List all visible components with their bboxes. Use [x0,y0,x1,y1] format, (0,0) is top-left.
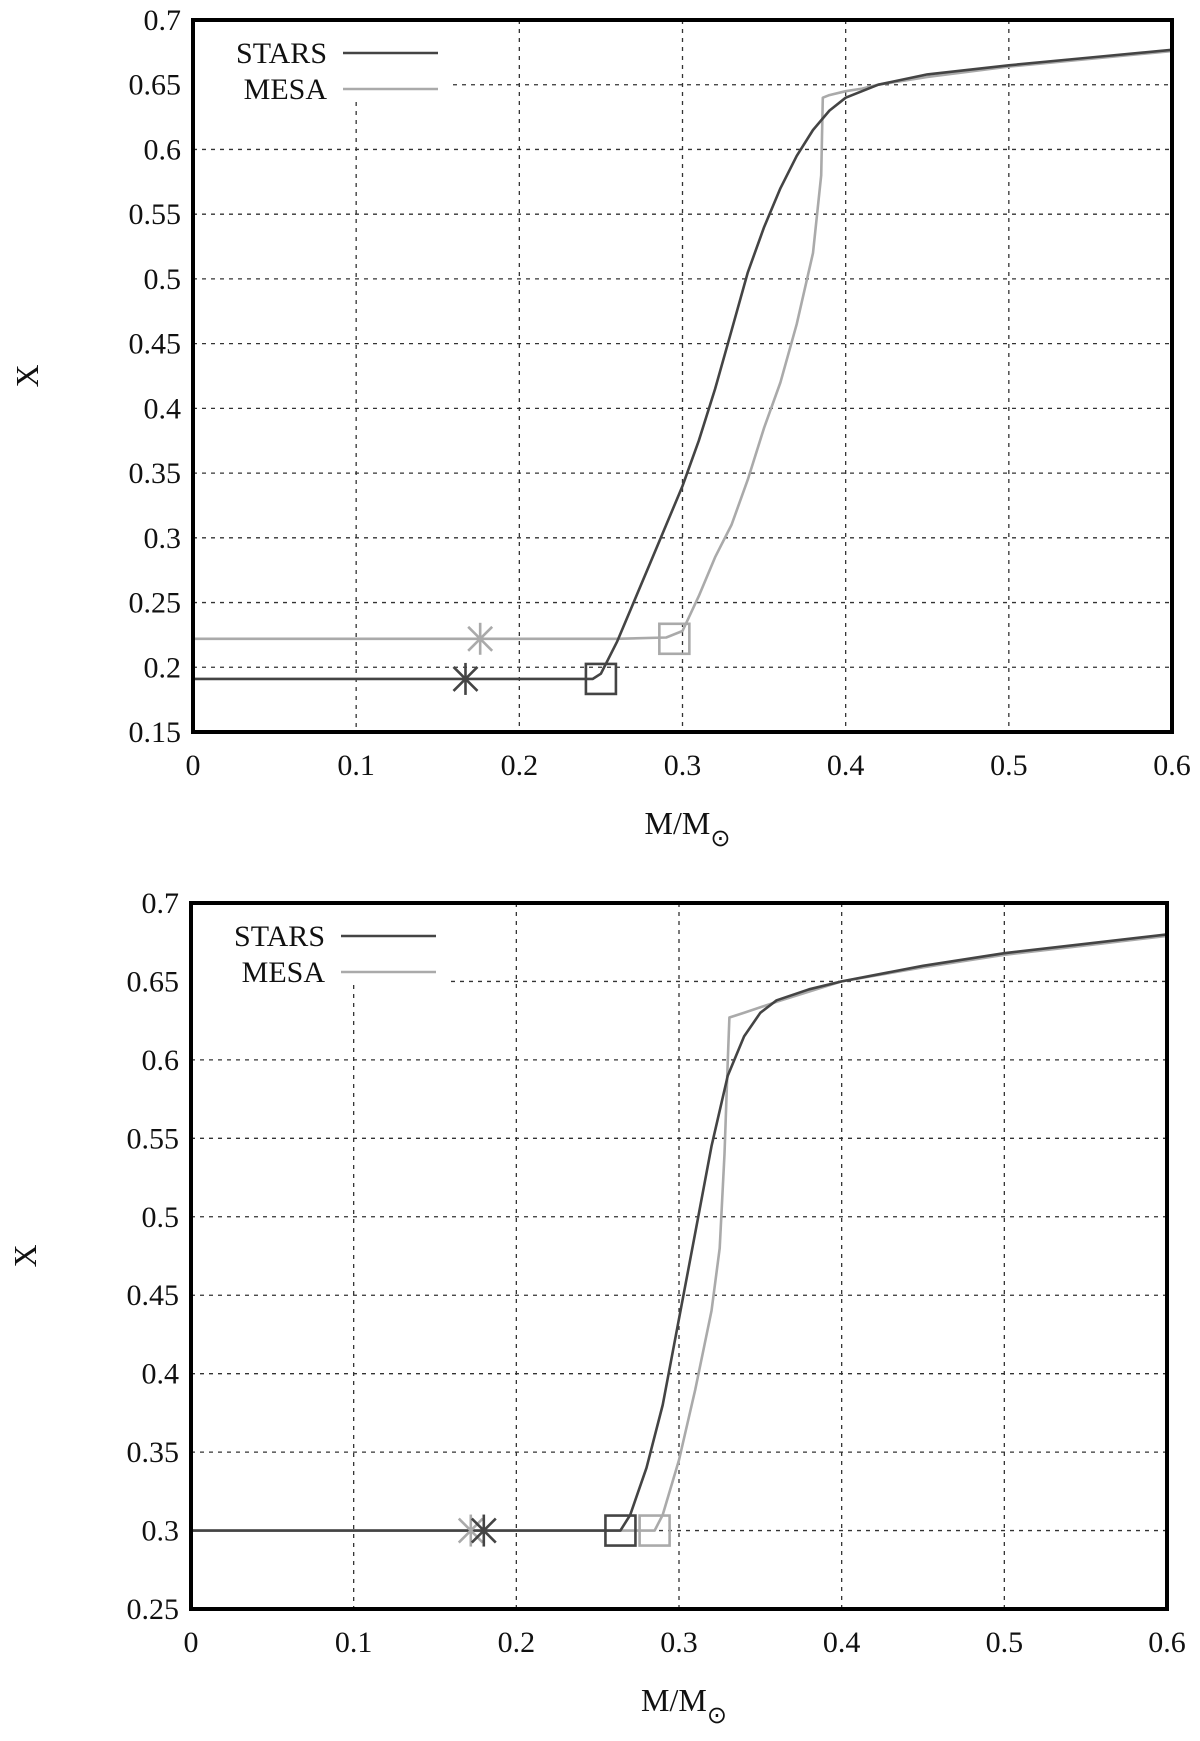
y-tick-label: 0.4 [144,392,182,425]
grid [193,20,1172,732]
x-tick-label: 0.4 [823,1626,861,1659]
y-tick-label: 0.55 [127,1122,180,1155]
x-tick-label: 0 [186,749,201,782]
y-tick-label: 0.25 [129,587,182,620]
x-tick-label: 0.2 [501,749,539,782]
y-tick-label: 0.7 [144,4,182,37]
x-tick-label: 0.3 [660,1626,698,1659]
y-tick-label: 0.7 [142,887,180,920]
markers [457,1514,671,1547]
grid [191,903,1167,1609]
x-axis-title-subscript: ⊙ [707,1703,727,1729]
square-marker-stars [604,1514,637,1547]
series-line-stars [191,933,1167,1532]
series-line-stars [193,48,1172,681]
y-tick-label: 0.2 [144,651,182,684]
y-tick-label: 0.45 [129,328,182,361]
chart-top: 0 0.1 0.2 0.3 0.4 0.5 0.6 0.15 0.2 0.25 0.3 0.35 0.4… [9,4,1191,852]
x-tick-label: 0.5 [990,749,1028,782]
y-tick-label: 0.25 [127,1593,180,1626]
x-axis-title-subscript: ⊙ [710,826,730,852]
plot-area: 0 0.1 0.2 0.3 0.4 0.5 0.6 0.25 0.3 0.35 0.4 0.45 0.5… [7,887,1186,1729]
asterisk-marker-stars [452,662,479,695]
x-axis-title: M/M⊙ [641,1682,727,1729]
y-tick-label: 0.5 [144,263,182,296]
y-tick-label: 0.5 [142,1201,180,1234]
y-tick-label: 0.35 [129,457,182,490]
legend-label-stars: STARS [234,920,325,953]
y-tick-label: 0.55 [129,198,182,231]
markers [452,622,691,696]
x-tick-label: 0.3 [664,749,702,782]
y-tick-label: 0.3 [142,1515,180,1548]
asterisk-marker-mesa [457,1514,484,1547]
y-tick-label: 0.45 [127,1279,180,1312]
y-tick-label: 0.65 [129,69,182,102]
y-axis-title: X [7,1244,43,1267]
legend-label-mesa: MESA [244,73,328,106]
asterisk-marker-stars [470,1514,497,1547]
y-tick-label: 0.6 [144,133,182,166]
y-tick-label: 0.15 [129,716,182,749]
x-tick-label: 0.5 [986,1626,1024,1659]
y-tick-label: 0.4 [142,1358,180,1391]
x-tick-label: 0.4 [827,749,865,782]
x-tick-label: 0.6 [1153,749,1191,782]
plot-frame [191,18,1174,734]
x-tick-label: 0.1 [337,749,375,782]
chart-bottom: 0 0.1 0.2 0.3 0.4 0.5 0.6 0.25 0.3 0.35 0.4 0.45 0.5… [7,887,1186,1729]
x-tick-label: 0 [184,1626,199,1659]
y-axis-title: X [9,364,45,387]
square-marker-mesa [658,622,691,656]
x-tick-label: 0.6 [1148,1626,1186,1659]
legend-label-mesa: MESA [242,956,326,989]
y-tick-label: 0.3 [144,522,182,555]
legend-label-stars: STARS [236,37,327,70]
series-line-mesa [191,934,1167,1532]
plot-area: 0 0.1 0.2 0.3 0.4 0.5 0.6 0.15 0.2 0.25 0.3 0.35 0.4… [9,4,1191,852]
x-axis-title: M/M⊙ [645,805,731,852]
series-group [191,933,1167,1532]
x-tick-label: 0.1 [335,1626,373,1659]
y-tick-label: 0.6 [142,1044,180,1077]
series-group [193,48,1172,681]
y-tick-label: 0.35 [127,1436,180,1469]
y-tick-label: 0.65 [127,965,180,998]
square-marker-stars [584,662,618,696]
x-tick-label: 0.2 [498,1626,536,1659]
plot-frame [189,901,1169,1611]
asterisk-marker-mesa [467,622,494,655]
square-marker-mesa [638,1514,671,1547]
